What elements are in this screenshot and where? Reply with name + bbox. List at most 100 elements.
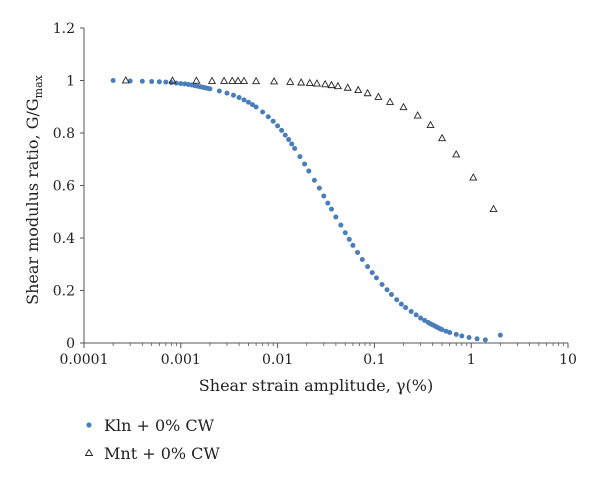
- y-tick-label: 0.8: [53, 126, 75, 142]
- data-point-kln: [325, 200, 331, 206]
- x-tick-label: 0.001: [161, 352, 201, 368]
- data-point-mnt: [426, 120, 435, 128]
- data-point-kln: [342, 230, 348, 236]
- data-point-kln: [422, 317, 428, 323]
- data-point-kln: [139, 78, 145, 84]
- data-point-kln: [328, 206, 334, 212]
- x-tick-label: 0.01: [262, 352, 293, 368]
- data-point-kln: [265, 114, 271, 120]
- data-point-kln: [373, 275, 379, 281]
- legend: Kln + 0% CW Mnt + 0% CW: [84, 416, 220, 463]
- data-point-kln: [260, 109, 266, 115]
- data-point-kln: [289, 141, 295, 147]
- data-point-mnt: [286, 77, 295, 85]
- x-tick-label: 10: [559, 352, 577, 368]
- data-point-kln: [316, 185, 322, 191]
- data-point-kln: [241, 97, 247, 103]
- data-point-kln: [482, 337, 488, 343]
- x-tick-label: 0.1: [363, 352, 385, 368]
- data-point-kln: [178, 81, 184, 87]
- data-point-kln: [216, 88, 222, 94]
- data-point-kln: [466, 334, 472, 340]
- y-tick-label: 0.6: [53, 179, 75, 195]
- y-tick-label: 0.4: [53, 231, 75, 247]
- data-point-mnt: [121, 75, 130, 84]
- data-point-kln: [297, 154, 303, 160]
- data-point-mnt: [220, 76, 229, 84]
- data-point-kln: [403, 305, 409, 311]
- data-point-mnt: [363, 88, 372, 97]
- data-point-kln: [338, 222, 344, 228]
- data-point-kln: [306, 168, 312, 174]
- data-point-mnt: [252, 76, 261, 85]
- data-point-kln: [282, 132, 288, 138]
- data-point-mnt: [413, 111, 422, 119]
- y-tick-label: 1: [66, 74, 75, 90]
- x-tick-label: 0.0001: [60, 352, 109, 368]
- data-point-mnt: [228, 76, 237, 84]
- data-point-kln: [275, 123, 281, 129]
- data-point-kln: [408, 309, 414, 314]
- data-point-mnt: [239, 76, 249, 84]
- data-point-kln: [350, 242, 356, 248]
- data-point-mnt: [312, 79, 322, 87]
- x-axis-label: Shear strain amplitude, γ(%): [199, 376, 433, 395]
- data-point-kln: [292, 145, 298, 151]
- data-point-kln: [359, 257, 365, 263]
- data-point-kln: [163, 79, 169, 85]
- data-point-mnt: [270, 77, 279, 85]
- data-point-mnt: [305, 78, 314, 86]
- data-point-mnt: [327, 80, 336, 89]
- svg-text:Shear modulus ratio, G/Gmax: Shear modulus ratio, G/Gmax: [23, 74, 45, 305]
- data-point-kln: [207, 86, 213, 92]
- data-point-mnt: [333, 81, 342, 90]
- data-point-kln: [394, 297, 400, 303]
- data-point-kln: [156, 79, 162, 85]
- data-point-mnt: [437, 133, 447, 142]
- y-axis-label-main: Shear modulus ratio, G/G: [23, 98, 42, 305]
- data-point-kln: [110, 78, 116, 83]
- data-point-kln: [236, 95, 242, 101]
- data-point-mnt: [385, 97, 395, 105]
- data-point-kln: [286, 137, 292, 143]
- legend-label-kln: Kln + 0% CW: [104, 416, 215, 435]
- y-tick-label: 1.2: [53, 21, 75, 37]
- data-point-mnt: [452, 149, 461, 158]
- data-point-kln: [249, 102, 255, 108]
- data-point-kln: [398, 301, 404, 307]
- data-point-kln: [453, 331, 459, 337]
- data-point-mnt: [354, 85, 363, 94]
- data-point-mnt: [399, 102, 408, 111]
- y-tick-label: 0.2: [53, 284, 75, 300]
- data-point-kln: [346, 236, 352, 242]
- data-point-kln: [321, 193, 327, 199]
- data-point-kln: [311, 177, 317, 183]
- data-point-mnt: [343, 83, 352, 91]
- y-axis-label: Shear modulus ratio, G/Gmax: [23, 74, 45, 305]
- data-point-kln: [384, 287, 390, 293]
- data-point-kln: [497, 332, 503, 338]
- data-point-kln: [413, 312, 419, 318]
- data-point-kln: [355, 249, 361, 255]
- legend-label-mnt: Mnt + 0% CW: [104, 444, 220, 463]
- data-point-mnt: [207, 76, 217, 84]
- data-point-kln: [365, 264, 371, 270]
- data-point-kln: [230, 92, 236, 98]
- data-point-kln: [224, 90, 230, 96]
- data-point-mnt: [374, 92, 383, 100]
- data-point-mnt: [297, 78, 306, 86]
- data-point-mnt: [469, 173, 478, 181]
- data-point-kln: [418, 315, 424, 321]
- data-point-kln: [302, 161, 308, 167]
- data-point-kln: [379, 281, 385, 287]
- data-point-kln: [474, 336, 480, 342]
- data-point-kln: [447, 330, 453, 335]
- data-point-kln: [182, 81, 188, 87]
- data-point-kln: [270, 118, 276, 124]
- legend-marker-kln: [86, 422, 92, 428]
- legend-marker-mnt: [84, 448, 94, 456]
- data-point-kln: [253, 104, 259, 110]
- data-point-kln: [149, 79, 155, 85]
- data-point-mnt: [168, 76, 177, 84]
